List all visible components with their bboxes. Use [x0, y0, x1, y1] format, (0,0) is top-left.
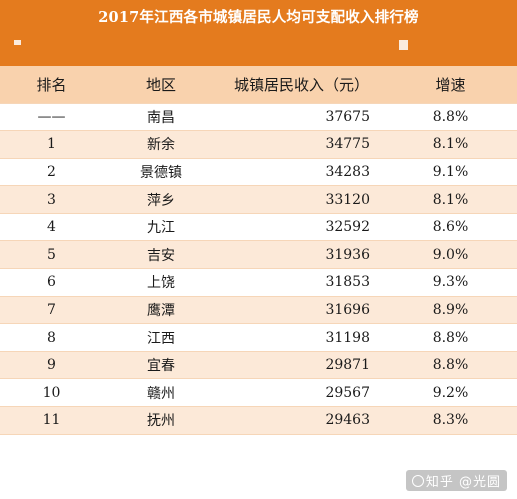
cell-income: 32592: [219, 213, 384, 242]
cell-growth: 8.9%: [384, 296, 517, 325]
column-header-income: 城镇居民收入（元）: [219, 66, 384, 104]
cell-income: 33120: [219, 185, 384, 214]
decoration-mark: [399, 40, 408, 50]
table-row: 3 萍乡 33120 8.1%: [0, 185, 517, 214]
cell-region: 抚州: [103, 406, 219, 435]
table-row: —— 南昌 37675 8.8%: [0, 103, 517, 132]
table-header-row: 排名 地区 城镇居民收入（元） 增速: [0, 66, 517, 104]
cell-rank: 8: [0, 323, 103, 352]
cell-growth: 9.2%: [384, 378, 517, 408]
cell-income: 31936: [219, 240, 384, 270]
credit-text: 知乎 @光圆: [425, 475, 501, 490]
cell-income: 31853: [219, 268, 384, 297]
cell-rank: 4: [0, 213, 103, 242]
cell-rank: 11: [0, 406, 103, 435]
cell-rank: ——: [0, 103, 103, 132]
table-row: 1 新余 34775 8.1%: [0, 130, 517, 159]
cell-growth: 8.6%: [384, 213, 517, 242]
cell-rank: 7: [0, 296, 103, 325]
cell-income: 37675: [219, 103, 384, 132]
table-row: 10 赣州 29567 9.2%: [0, 378, 517, 408]
cell-growth: 9.0%: [384, 240, 517, 270]
cell-income: 34775: [219, 130, 384, 159]
cell-region: 萍乡: [103, 185, 219, 214]
table-row: 4 九江 32592 8.6%: [0, 213, 517, 242]
cell-rank: 5: [0, 240, 103, 270]
cell-growth: 8.8%: [384, 103, 517, 132]
column-header-growth: 增速: [384, 66, 517, 104]
table-row: 8 江西 31198 8.8%: [0, 323, 517, 352]
cell-income: 29463: [219, 406, 384, 435]
cell-income: 31696: [219, 296, 384, 325]
cell-income: 34283: [219, 158, 384, 187]
table-row: 9 宜春 29871 8.8%: [0, 351, 517, 380]
cell-region: 上饶: [103, 268, 219, 297]
camera-icon: [411, 475, 424, 487]
cell-rank: 1: [0, 130, 103, 159]
column-header-rank: 排名: [0, 66, 103, 104]
cell-region: 九江: [103, 213, 219, 242]
cell-region: 南昌: [103, 103, 219, 132]
cell-income: 29567: [219, 378, 384, 408]
cell-growth: 8.1%: [384, 130, 517, 159]
cell-growth: 9.3%: [384, 268, 517, 297]
cell-region: 吉安: [103, 240, 219, 270]
cell-region: 鹰潭: [103, 296, 219, 325]
cell-rank: 6: [0, 268, 103, 297]
cell-rank: 9: [0, 351, 103, 380]
cell-income: 29871: [219, 351, 384, 380]
cell-rank: 10: [0, 378, 103, 408]
cell-region: 景德镇: [103, 158, 219, 187]
income-ranking-table: 排名 地区 城镇居民收入（元） 增速 —— 南昌 37675 8.8% 1 新余 34775…: [0, 66, 517, 435]
cell-region: 宜春: [103, 351, 219, 380]
cell-growth: 9.1%: [384, 158, 517, 187]
cell-region: 新余: [103, 130, 219, 159]
cell-growth: 8.1%: [384, 185, 517, 214]
title-bar: 2017年江西各市城镇居民人均可支配收入排行榜: [0, 0, 517, 66]
cell-growth: 8.8%: [384, 323, 517, 352]
cell-rank: 3: [0, 185, 103, 214]
table-row: 11 抚州 29463 8.3%: [0, 406, 517, 435]
table-row: 5 吉安 31936 9.0%: [0, 240, 517, 270]
table-row: 2 景德镇 34283 9.1%: [0, 158, 517, 187]
table-row: 6 上饶 31853 9.3%: [0, 268, 517, 297]
source-credit: 知乎 @光圆: [405, 470, 507, 491]
column-header-region: 地区: [103, 66, 219, 104]
cell-region: 江西: [103, 323, 219, 352]
cell-rank: 2: [0, 158, 103, 187]
cell-income: 31198: [219, 323, 384, 352]
decoration-mark: [14, 40, 21, 45]
cell-region: 赣州: [103, 378, 219, 408]
cell-growth: 8.3%: [384, 406, 517, 435]
table-row: 7 鹰潭 31696 8.9%: [0, 296, 517, 325]
page-title: 2017年江西各市城镇居民人均可支配收入排行榜: [98, 9, 419, 26]
cell-growth: 8.8%: [384, 351, 517, 380]
